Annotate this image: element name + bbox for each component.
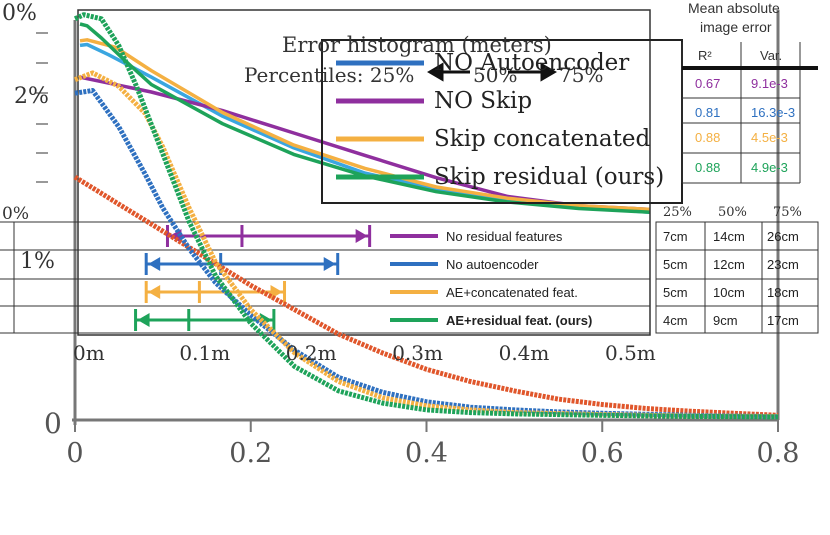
error-var-0: 9.1e-3 — [751, 76, 788, 91]
error-var-1: 16.3e-3 — [751, 105, 795, 120]
upper-x-tick-2: 0.2m — [286, 341, 337, 365]
row-label-1: No autoencoder — [446, 257, 539, 272]
legend-label-0: NO Autoencoder — [434, 50, 629, 76]
upper-x-ticks: 0m 0.1m 0.2m 0.3m 0.4m 0.5m — [73, 341, 656, 365]
row-p50-1: 12cm — [713, 257, 745, 272]
main-x-tick-label-0: 0 — [66, 438, 83, 469]
y-tick-label-1pct-lower: 1% — [20, 249, 55, 274]
legend-percentiles-text: Percentiles: 25% — [244, 63, 414, 87]
legend-title: Error histogram (meters) — [282, 33, 552, 57]
row-p75-3: 17cm — [767, 313, 799, 328]
row-p25-0: 7cm — [663, 229, 688, 244]
main-x-ticks: 0 0.2 0.4 0.6 0.8 — [66, 420, 799, 469]
row-label-3: AE+residual feat. (ours) — [446, 313, 592, 328]
error-table-header-var: Var. — [760, 48, 782, 63]
row-p25-2: 5cm — [663, 285, 688, 300]
error-table-title-2: image error — [700, 19, 772, 35]
legend: Error histogram (meters) Percentiles: 25… — [244, 33, 683, 204]
percentile-header-25: 25% — [663, 205, 692, 220]
upper-x-tick-1: 0.1m — [179, 341, 230, 365]
main-x-tick-label-4: 0.8 — [757, 438, 800, 469]
row-p75-1: 23cm — [767, 257, 799, 272]
upper-x-tick-3: 0.3m — [392, 341, 443, 365]
legend-label-2: Skip concatenated — [434, 126, 650, 152]
row-label-0: No residual features — [446, 229, 563, 244]
row-p75-0: 26cm — [767, 229, 799, 244]
row-label-2: AE+concatenated feat. — [446, 285, 578, 300]
legend-arrows — [427, 62, 557, 82]
y-tick-label-top: 0% — [2, 1, 37, 26]
error-table: Mean absolute image error R² Var. 0.67 9.… — [681, 0, 818, 184]
row-p50-3: 9cm — [713, 313, 738, 328]
row-p50-0: 14cm — [713, 229, 745, 244]
series-line-0 — [73, 174, 779, 418]
main-curves — [73, 12, 779, 420]
percentile-bar-1 — [144, 253, 340, 275]
error-var-2: 4.5e-3 — [751, 130, 788, 145]
legend-label-3: Skip residual (ours) — [434, 164, 664, 190]
upper-x-tick-5: 0.5m — [605, 341, 656, 365]
upper-y-ticks — [36, 32, 48, 183]
main-x-tick-label-2: 0.4 — [405, 438, 448, 469]
y-tick-label-zero: 0 — [44, 407, 62, 440]
percentile-header-75: 75% — [773, 205, 802, 220]
row-p25-1: 5cm — [663, 257, 688, 272]
series-line-1 — [74, 88, 779, 420]
error-r2-2: 0.88 — [695, 130, 720, 145]
error-r2-0: 0.67 — [695, 76, 720, 91]
legend-label-1: NO Skip — [434, 88, 532, 114]
row-p25-3: 4cm — [663, 313, 688, 328]
legend-p75: 75% — [559, 63, 603, 87]
percentile-table: 25% 50% 75% No residual features 7cm 14cm 2… — [390, 205, 819, 334]
upper-x-tick-4: 0.4m — [499, 341, 550, 365]
series-line-3 — [73, 12, 779, 420]
error-table-title-1: Mean absolute — [688, 0, 780, 16]
series-line-2 — [74, 70, 779, 420]
legend-p50: 50% — [473, 63, 517, 87]
error-table-header-r2: R² — [698, 48, 712, 63]
error-var-3: 4.9e-3 — [751, 160, 788, 175]
main-x-tick-label-3: 0.6 — [581, 438, 624, 469]
main-x-tick-label-1: 0.2 — [229, 438, 272, 469]
error-r2-3: 0.88 — [695, 160, 720, 175]
percentile-row-dividers — [0, 221, 650, 334]
y-tick-label-0pct: 0% — [2, 204, 29, 224]
error-r2-1: 0.81 — [695, 105, 720, 120]
upper-x-tick-0: 0m — [73, 341, 105, 365]
percentile-header-50: 50% — [718, 205, 747, 220]
row-p50-2: 10cm — [713, 285, 745, 300]
upper-plot-frame — [77, 9, 651, 336]
y-tick-label-2pct: 2% — [14, 84, 49, 109]
row-p75-2: 18cm — [767, 285, 799, 300]
